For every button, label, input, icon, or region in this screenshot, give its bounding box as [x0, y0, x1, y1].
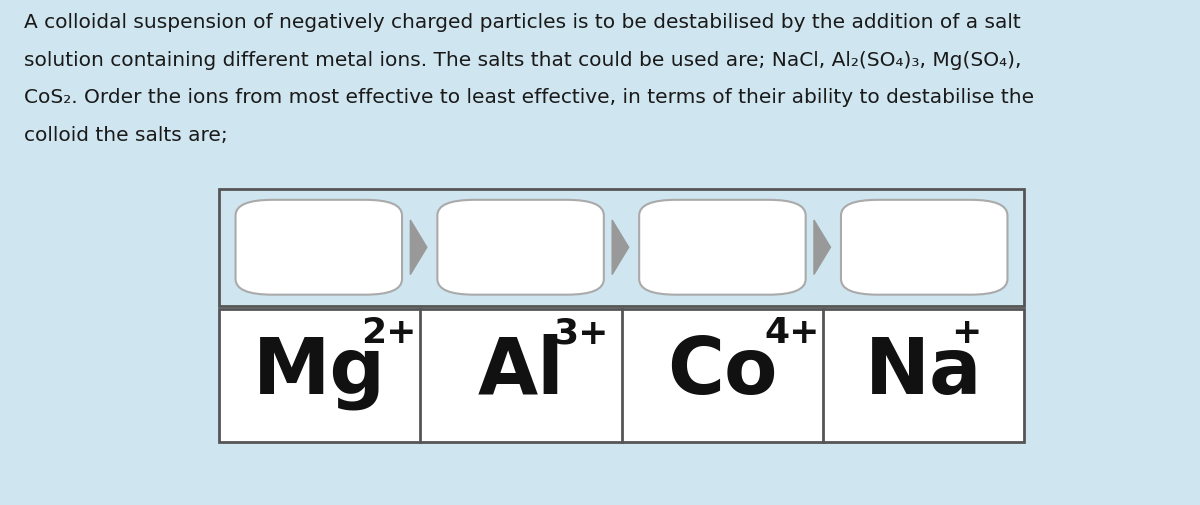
Polygon shape — [814, 220, 830, 275]
FancyBboxPatch shape — [235, 200, 402, 295]
Bar — [218, 310, 1025, 442]
Text: solution containing different metal ions. The salts that could be used are; NaCl: solution containing different metal ions… — [24, 50, 1021, 70]
Text: +: + — [952, 316, 982, 350]
Text: 2+: 2+ — [361, 316, 416, 350]
Text: Al: Al — [478, 334, 564, 410]
FancyBboxPatch shape — [640, 200, 805, 295]
Text: CoS₂. Order the ions from most effective to least effective, in terms of their a: CoS₂. Order the ions from most effective… — [24, 88, 1034, 108]
Text: A colloidal suspension of negatively charged particles is to be destabilised by : A colloidal suspension of negatively cha… — [24, 13, 1021, 32]
Text: Na: Na — [865, 334, 983, 410]
FancyBboxPatch shape — [841, 200, 1008, 295]
Text: Co: Co — [667, 334, 778, 410]
Bar — [218, 189, 1025, 306]
FancyBboxPatch shape — [437, 200, 604, 295]
Polygon shape — [410, 220, 427, 275]
Text: colloid the salts are;: colloid the salts are; — [24, 126, 228, 145]
Text: 3+: 3+ — [553, 316, 608, 350]
Text: 4+: 4+ — [764, 316, 820, 350]
Text: Mg: Mg — [253, 334, 386, 410]
Polygon shape — [612, 220, 629, 275]
